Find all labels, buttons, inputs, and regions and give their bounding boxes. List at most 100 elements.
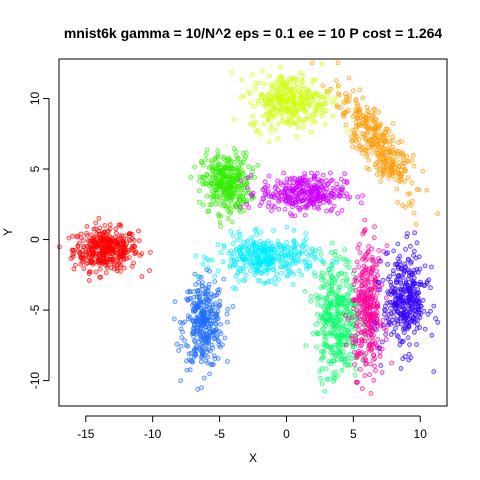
- data-point: [411, 318, 417, 324]
- data-point: [279, 74, 284, 79]
- data-point: [369, 279, 375, 285]
- data-point: [323, 300, 329, 306]
- data-point: [409, 278, 415, 284]
- data-point: [276, 276, 282, 282]
- data-point: [341, 257, 347, 263]
- data-point: [382, 145, 388, 151]
- data-point: [233, 148, 239, 154]
- data-point: [322, 98, 328, 104]
- data-point: [289, 175, 295, 181]
- data-point: [276, 206, 282, 212]
- data-point: [374, 313, 380, 318]
- data-point: [400, 298, 405, 304]
- data-point: [367, 361, 373, 367]
- data-point: [319, 61, 325, 67]
- data-point: [341, 179, 347, 184]
- data-point: [320, 274, 326, 280]
- data-point: [335, 60, 341, 66]
- data-point: [206, 174, 212, 180]
- data-point: [214, 197, 220, 203]
- data-point: [206, 281, 212, 287]
- data-point: [391, 271, 396, 277]
- data-point: [305, 101, 311, 107]
- data-point: [226, 250, 232, 256]
- data-point: [118, 223, 124, 229]
- data-point: [310, 330, 316, 336]
- data-point: [313, 255, 319, 261]
- data-point: [200, 174, 206, 180]
- chart-title: mnist6k gamma = 10/N^2 eps = 0.1 ee = 10…: [64, 25, 443, 41]
- data-point: [364, 277, 370, 283]
- data-point: [339, 270, 345, 276]
- data-point: [212, 321, 218, 327]
- data-point: [118, 253, 124, 259]
- data-point: [239, 77, 245, 83]
- data-point: [362, 217, 368, 223]
- data-point: [233, 286, 239, 292]
- data-point: [365, 272, 371, 278]
- data-point: [431, 369, 437, 375]
- data-point: [376, 137, 382, 143]
- data-point: [376, 247, 382, 253]
- data-point: [402, 315, 408, 321]
- data-point: [342, 171, 348, 177]
- data-point: [96, 215, 102, 221]
- data-point: [277, 64, 283, 70]
- data-point: [244, 198, 250, 203]
- data-point: [259, 270, 265, 276]
- data-point: [378, 362, 384, 368]
- data-point: [312, 197, 318, 203]
- data-point: [338, 335, 344, 341]
- y-tick-label: -5: [28, 304, 42, 315]
- data-point: [234, 167, 240, 173]
- data-point: [221, 276, 227, 282]
- data-point: [320, 195, 325, 200]
- data-point: [284, 260, 290, 266]
- data-point: [214, 316, 220, 322]
- data-point: [295, 195, 301, 201]
- data-point: [319, 113, 325, 119]
- data-point: [294, 77, 300, 83]
- data-point: [324, 270, 330, 276]
- data-point: [380, 170, 386, 176]
- data-point: [75, 233, 81, 239]
- data-point: [84, 233, 90, 239]
- data-point: [200, 202, 206, 208]
- data-point: [208, 361, 214, 367]
- data-point: [197, 287, 203, 293]
- data-point: [435, 319, 441, 325]
- data-point: [304, 266, 310, 272]
- data-point: [223, 158, 229, 164]
- data-point: [358, 278, 364, 284]
- data-point: [359, 386, 365, 392]
- data-point: [372, 224, 378, 230]
- data-point: [147, 268, 152, 273]
- data-point: [305, 93, 311, 99]
- x-tick-label: -15: [77, 427, 95, 441]
- data-point: [316, 206, 322, 212]
- data-point: [258, 246, 264, 252]
- data-point: [281, 119, 287, 125]
- data-point: [253, 260, 258, 265]
- data-point: [319, 355, 325, 361]
- data-point: [301, 102, 307, 107]
- data-point: [200, 291, 206, 297]
- data-point: [325, 94, 331, 100]
- data-point: [328, 317, 334, 323]
- data-point: [107, 222, 113, 228]
- data-point: [284, 224, 290, 230]
- data-point: [410, 271, 416, 277]
- data-point: [275, 121, 281, 127]
- data-point: [388, 279, 394, 285]
- data-point: [364, 251, 370, 257]
- data-point: [238, 268, 243, 274]
- data-point: [215, 154, 221, 160]
- data-point: [395, 167, 401, 172]
- data-point: [411, 253, 416, 258]
- data-point: [312, 273, 318, 279]
- data-point: [343, 262, 349, 268]
- data-point: [179, 335, 185, 341]
- data-point: [295, 114, 301, 119]
- data-point: [338, 303, 344, 309]
- data-point: [298, 91, 304, 96]
